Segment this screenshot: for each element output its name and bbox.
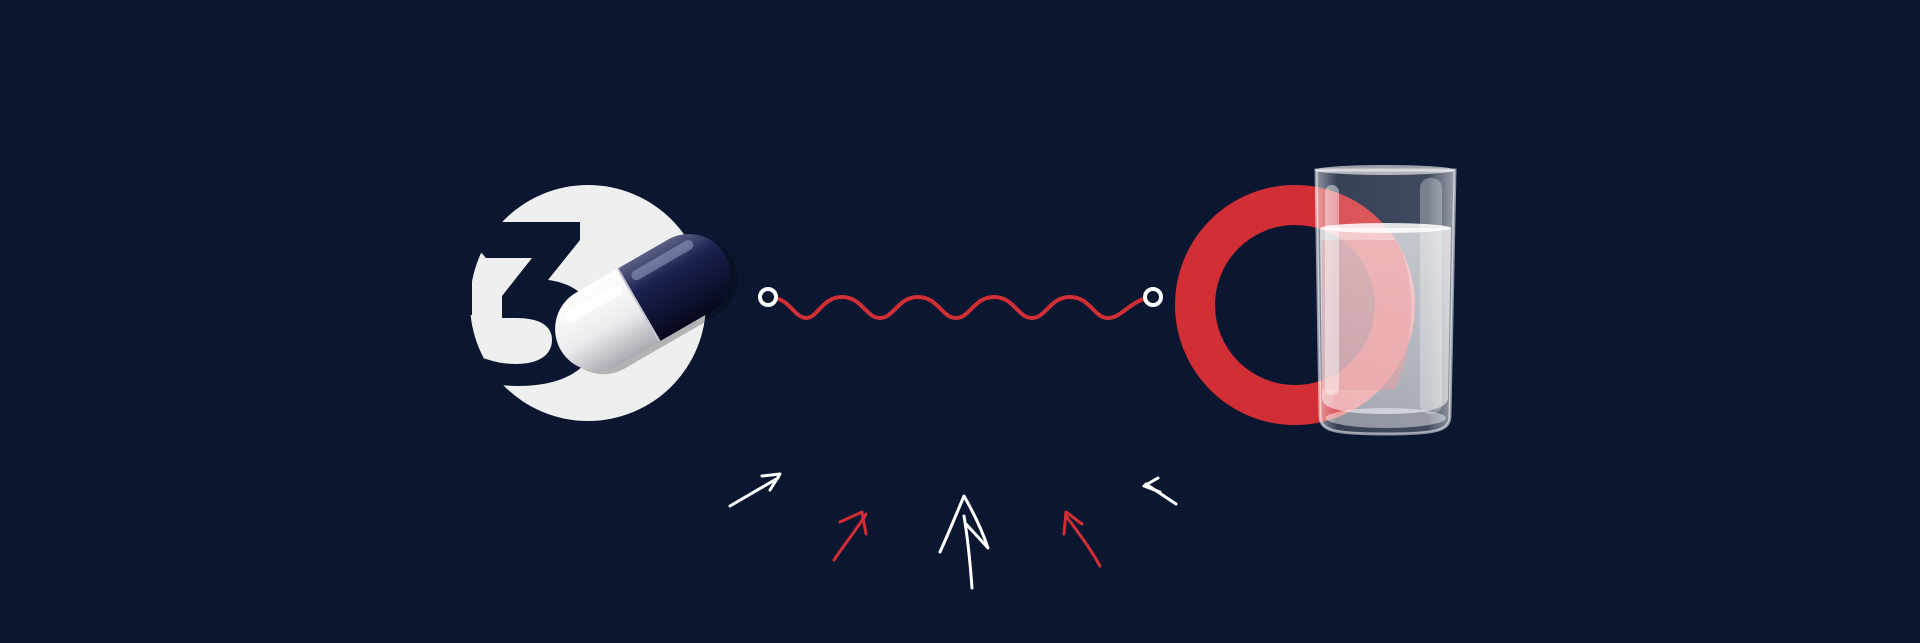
- arrow-up-left-icon: [1062, 510, 1102, 568]
- water-glass-icon: [1314, 165, 1457, 436]
- wavy-line-icon: [758, 287, 1163, 321]
- arrow-up-left-icon: [1142, 476, 1178, 506]
- connector-start-dot: [758, 287, 778, 307]
- capsule-icon: [555, 234, 738, 375]
- arrow-up-icon: [938, 494, 990, 590]
- arrow-up-right-icon: [832, 510, 868, 562]
- connector-end-dot: [1143, 287, 1163, 307]
- arrow-up-right-icon: [728, 472, 782, 508]
